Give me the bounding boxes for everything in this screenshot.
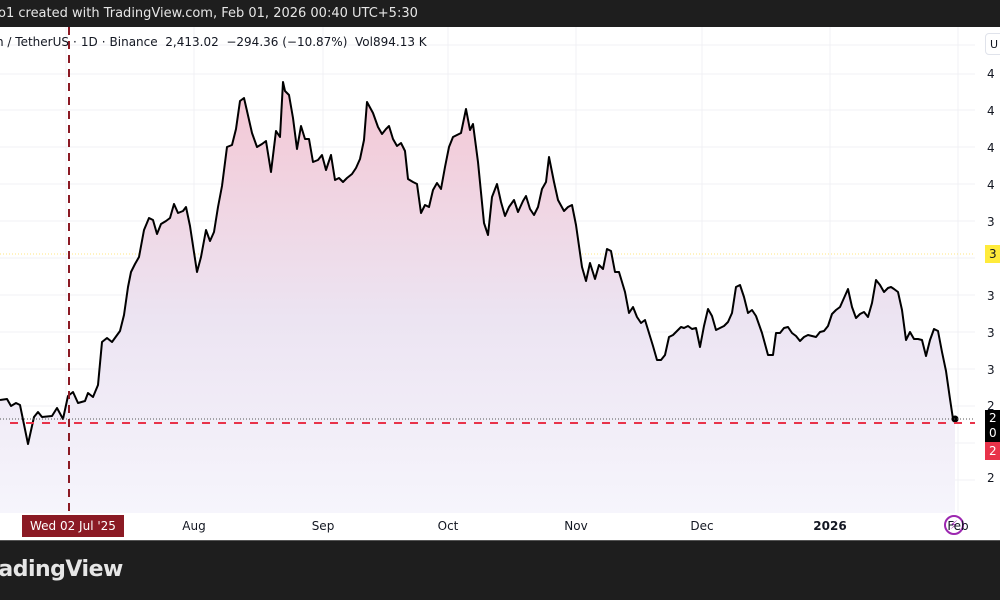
legend-last-price: 2,413.02: [165, 35, 219, 49]
time-tick-2026: 2026: [813, 519, 847, 533]
price-tick: 3: [987, 363, 995, 377]
price-area-fill: [0, 82, 955, 513]
time-tick-feb: Feb: [947, 519, 969, 533]
price-chart-svg[interactable]: [0, 27, 975, 513]
price-tick: 4: [987, 104, 995, 118]
last-price-dot: [951, 415, 959, 423]
price-axis[interactable]: U 4 4 4 4 3 3 3 3 3 2 2 0 2 2: [975, 27, 1000, 513]
lightning-bolt-icon[interactable]: ⚡: [944, 515, 964, 535]
price-line: [0, 81, 955, 445]
time-tick-nov: Nov: [564, 519, 588, 533]
time-tick-aug: Aug: [182, 519, 206, 533]
snapshot-caption-bar: o1 created with TradingView.com, Feb 01,…: [0, 0, 1000, 27]
last-price-tag-value: 2: [989, 411, 997, 425]
last-price-tag: 2 0: [985, 410, 1000, 442]
legend-symbol[interactable]: n / TetherUS: [0, 35, 69, 49]
time-tick-dec: Dec: [690, 519, 714, 533]
price-tick: 2: [987, 399, 995, 413]
chart-pane[interactable]: n / TetherUS · 1D · Binance 2,413.02 −294.36…: [0, 27, 1000, 540]
price-tick: 4: [987, 178, 995, 192]
legend-change: −294.36 (−10.87%): [226, 35, 348, 49]
crosshair-price-tag: 2: [985, 442, 1000, 460]
price-tick: 4: [987, 141, 995, 155]
last-price-tag-countdown: 0: [989, 426, 997, 440]
legend-interval: 1D: [80, 35, 98, 49]
alert-price-tag: 3: [985, 245, 1000, 263]
price-tick: 3: [987, 215, 995, 229]
legend-volume: Vol894.13 K: [355, 35, 427, 49]
currency-unit-button[interactable]: U: [985, 33, 1000, 55]
tradingview-logo-text: radingView: [0, 557, 123, 582]
time-tick-sep: Sep: [311, 519, 335, 533]
price-tick: 4: [987, 67, 995, 81]
snapshot-caption: o1 created with TradingView.com, Feb 01,…: [0, 6, 418, 21]
watermark-bar: radingView: [0, 540, 1000, 600]
crosshair-date-tag: Wed 02 Jul '25: [22, 515, 124, 537]
symbol-legend[interactable]: n / TetherUS · 1D · Binance 2,413.02 −294.36…: [0, 35, 427, 49]
legend-exchange: Binance: [109, 35, 158, 49]
price-tick: 2: [987, 471, 995, 485]
time-tick-oct: Oct: [437, 519, 459, 533]
price-tick: 3: [987, 326, 995, 340]
price-tick: 3: [987, 289, 995, 303]
time-axis[interactable]: Wed 02 Jul '25 Aug Sep Oct Nov Dec 2026 …: [0, 513, 975, 540]
